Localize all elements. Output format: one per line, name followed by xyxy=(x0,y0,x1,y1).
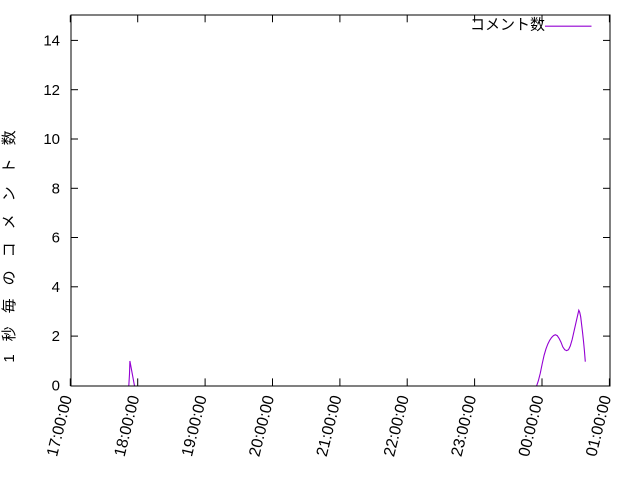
svg-text:6: 6 xyxy=(52,230,60,247)
svg-text:コメント数: コメント数 xyxy=(470,17,545,34)
svg-text:8: 8 xyxy=(52,180,60,197)
svg-text:1秒毎のコメント数: 1秒毎のコメント数 xyxy=(1,117,18,362)
svg-text:2: 2 xyxy=(52,328,60,345)
svg-text:0: 0 xyxy=(52,378,60,395)
svg-text:10: 10 xyxy=(43,131,60,148)
svg-text:12: 12 xyxy=(43,82,60,99)
svg-text:4: 4 xyxy=(52,279,60,296)
svg-text:14: 14 xyxy=(43,33,60,50)
